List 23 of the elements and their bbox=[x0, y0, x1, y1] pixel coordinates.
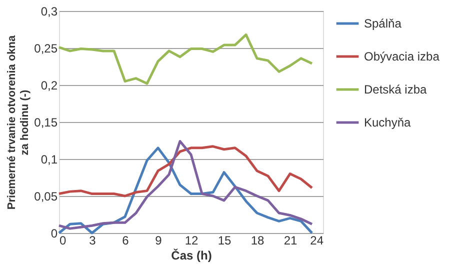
y-axis-title: Priemerné trvanie otvorenia okna za hodinu (-) bbox=[6, 34, 32, 210]
x-tick-label: 0 bbox=[60, 234, 66, 248]
x-tick-label: 21 bbox=[284, 234, 298, 248]
y-tick-label: 0,1 bbox=[40, 152, 58, 166]
x-tick-label: 9 bbox=[155, 234, 162, 248]
y-tick-label: 0,15 bbox=[34, 116, 58, 130]
y-tick-label: 0,25 bbox=[34, 42, 58, 56]
x-tick-label: 18 bbox=[250, 234, 264, 248]
x-tick-label: 15 bbox=[218, 234, 232, 248]
line-series bbox=[58, 33, 314, 85]
x-tick-label: 3 bbox=[89, 234, 96, 248]
legend-label: Obývacia izba bbox=[364, 50, 440, 64]
y-tick-label: 0,05 bbox=[34, 190, 58, 204]
legend-label: Kuchyňa bbox=[364, 116, 412, 130]
y-tick-label: 0,3 bbox=[40, 4, 58, 18]
x-tick-label: 24 bbox=[310, 234, 324, 248]
x-axis-title: Čas (h) bbox=[171, 248, 212, 262]
line-series bbox=[58, 145, 314, 198]
x-tick-label: 12 bbox=[184, 234, 198, 248]
legend-label: Detská izba bbox=[364, 82, 428, 96]
y-tick-label: 0,2 bbox=[40, 78, 58, 92]
legend-label: Spálňa bbox=[364, 16, 402, 30]
x-tick-label: 6 bbox=[122, 234, 130, 248]
